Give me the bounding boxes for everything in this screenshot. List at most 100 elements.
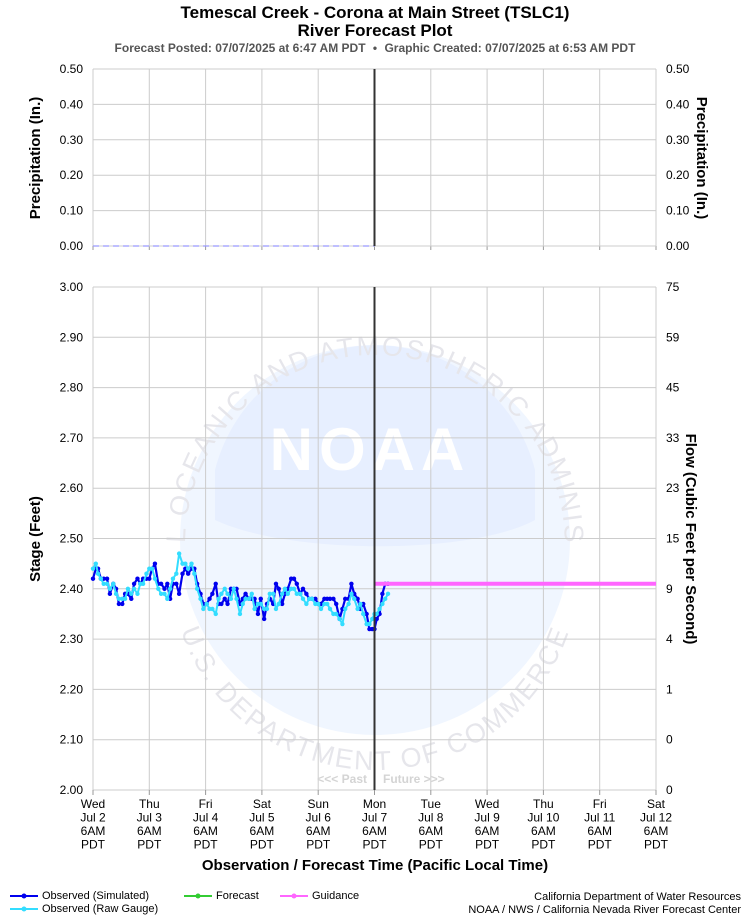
observed-raw-point bbox=[327, 606, 333, 612]
observed-raw-point bbox=[361, 611, 366, 617]
observed-raw-point bbox=[225, 591, 230, 597]
graphic-created: Graphic Created: 07/07/2025 at 6:53 AM P… bbox=[384, 41, 636, 55]
observed-raw-point bbox=[252, 606, 257, 612]
x-tick-label: PDT bbox=[137, 838, 162, 852]
observed-raw-point bbox=[162, 591, 167, 597]
observed-simulated-point bbox=[300, 586, 306, 591]
observed-raw-point bbox=[167, 586, 173, 591]
y-tick-label-right: 15 bbox=[666, 532, 680, 546]
observed-raw-point bbox=[192, 571, 197, 576]
footer-agency-line-1: California Department of Water Resources bbox=[534, 891, 741, 903]
legend-observed-simulated: Observed (Simulated) bbox=[10, 890, 149, 902]
observed-simulated-point bbox=[176, 591, 182, 597]
observed-raw-point bbox=[291, 586, 297, 591]
legend-guidance: Guidance bbox=[280, 890, 359, 902]
observed-raw-point bbox=[107, 586, 113, 591]
axis-labels: Precipitation (In.) Precipitation (In.) St… bbox=[27, 97, 710, 874]
observed-raw-point bbox=[125, 586, 131, 591]
observed-raw-point bbox=[377, 606, 382, 612]
x-tick-label: Jul 9 bbox=[474, 811, 500, 825]
y-tick-label-right: 0.40 bbox=[666, 97, 690, 111]
forecast-swatch bbox=[184, 893, 212, 899]
flow-axis-label: Flow (Cubic Feet per Second) bbox=[682, 434, 699, 645]
observed-raw-point bbox=[370, 616, 375, 622]
y-tick-label-left: 2.90 bbox=[60, 330, 84, 344]
y-tick-label-left: 2.80 bbox=[60, 381, 84, 395]
x-tick-label: PDT bbox=[644, 838, 669, 852]
x-tick-label: Thu bbox=[139, 797, 160, 811]
y-tick-label-right: 33 bbox=[666, 431, 680, 445]
y-tick-label-right: 45 bbox=[666, 381, 680, 395]
observed-simulated-point bbox=[355, 596, 360, 602]
observed-raw-point bbox=[374, 611, 379, 617]
past-label: <<< Past bbox=[317, 772, 367, 786]
observed-raw-point bbox=[349, 591, 354, 597]
observed-raw-point bbox=[129, 591, 134, 597]
observed-raw-point bbox=[380, 601, 385, 607]
x-tick-label: 6AM bbox=[306, 824, 331, 838]
observed-simulated-point bbox=[331, 596, 336, 602]
observed-raw-point bbox=[243, 596, 248, 602]
noaa-watermark: NOAA NATIONAL OCEANIC AND ATMOSPHERIC AD… bbox=[0, 0, 587, 776]
observed-raw-point bbox=[273, 606, 279, 612]
observed-simulated-point bbox=[180, 571, 185, 576]
x-tick-label: PDT bbox=[194, 838, 219, 852]
observed-raw-point bbox=[219, 591, 224, 597]
observed-simulated-point bbox=[273, 581, 279, 586]
observed-raw-point bbox=[198, 596, 203, 602]
guidance-swatch bbox=[280, 893, 308, 899]
y-tick-label-left: 0.40 bbox=[60, 97, 84, 111]
observed-raw-point bbox=[174, 571, 179, 576]
precipitation-axis-label-left: Precipitation (In.) bbox=[27, 97, 44, 220]
x-axis-label: Observation / Forecast Time (Pacific Loc… bbox=[202, 857, 548, 874]
future-label: Future >>> bbox=[383, 772, 445, 786]
x-tick-label: 6AM bbox=[531, 824, 556, 838]
observed-simulated-point bbox=[213, 581, 218, 586]
observed-raw-point bbox=[282, 586, 288, 591]
observed-raw-point bbox=[98, 576, 104, 581]
x-tick-label: Sat bbox=[647, 797, 666, 811]
post-times: Forecast Posted: 07/07/2025 at 6:47 AM P… bbox=[0, 41, 750, 55]
observed-raw-point bbox=[95, 571, 101, 576]
observed-simulated-point bbox=[255, 611, 261, 617]
x-tick-label: 6AM bbox=[193, 824, 218, 838]
observed-raw-point bbox=[216, 596, 221, 602]
observed-simulated-point bbox=[174, 581, 179, 586]
observed-simulated-swatch bbox=[10, 893, 38, 899]
x-tick-label: 6AM bbox=[137, 824, 162, 838]
y-tick-label-left: 2.70 bbox=[60, 431, 84, 445]
observed-simulated-point bbox=[120, 601, 125, 607]
observed-simulated-point bbox=[327, 596, 333, 602]
y-tick-label-left: 2.60 bbox=[60, 481, 84, 495]
legend-forecast-label: Forecast bbox=[216, 890, 259, 902]
observed-raw-point bbox=[156, 586, 161, 591]
observed-raw-point bbox=[189, 561, 194, 566]
observed-simulated-point bbox=[334, 601, 339, 607]
observed-raw-point bbox=[149, 566, 155, 571]
observed-raw-point bbox=[300, 596, 306, 602]
observed-raw-point bbox=[318, 606, 324, 612]
observed-raw-point bbox=[270, 591, 276, 597]
observed-simulated-point bbox=[225, 601, 230, 607]
observed-raw-point bbox=[304, 601, 309, 607]
y-tick-label-left: 2.50 bbox=[60, 532, 84, 546]
y-tick-label-left: 2.20 bbox=[60, 682, 84, 696]
observed-raw-point bbox=[90, 566, 96, 571]
x-tick-label: Jul 11 bbox=[584, 811, 615, 825]
observed-simulated-point bbox=[304, 591, 309, 597]
observed-raw-point bbox=[276, 601, 281, 607]
observed-raw-point bbox=[249, 591, 254, 597]
x-tick-label: Jul 10 bbox=[527, 811, 559, 825]
observed-simulated-point bbox=[129, 596, 134, 602]
observed-simulated-point bbox=[152, 561, 158, 566]
observed-raw-point bbox=[240, 601, 245, 607]
observed-raw-point bbox=[158, 591, 164, 597]
x-tick-label: PDT bbox=[363, 838, 388, 852]
observed-simulated-point bbox=[364, 611, 369, 617]
observed-simulated-point bbox=[258, 596, 263, 602]
y-tick-label-right: 0 bbox=[666, 783, 673, 797]
observed-raw-point bbox=[113, 591, 119, 597]
observed-raw-point bbox=[285, 591, 290, 597]
y-tick-label-right: 23 bbox=[666, 481, 680, 495]
observed-raw-point bbox=[93, 561, 99, 566]
